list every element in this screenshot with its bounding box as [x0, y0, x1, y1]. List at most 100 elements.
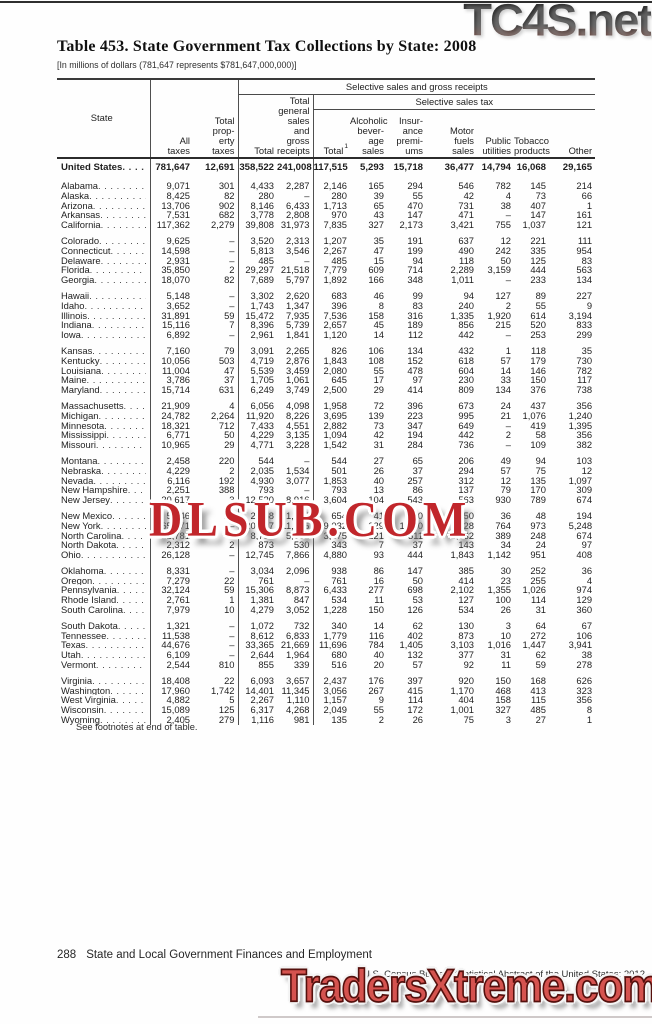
value-cell: 1	[505, 344, 511, 356]
value-cell: 2,500	[312, 385, 350, 395]
state-name: Alaska	[61, 190, 90, 201]
state-name: Michigan	[61, 410, 99, 421]
value-cell: 645	[312, 375, 350, 386]
value-cell: 1,335	[450, 310, 474, 321]
value-cell: 106	[368, 344, 384, 356]
value-cell: 65	[373, 200, 384, 211]
value-cell: 5,797	[286, 275, 310, 285]
value-cell: 18,321	[149, 420, 193, 431]
value-cell: 1,116	[237, 715, 277, 725]
dot-leader	[94, 275, 145, 285]
value-cell: 214	[576, 180, 593, 191]
value-cell: 2,931	[149, 255, 193, 266]
dot-leader	[111, 246, 146, 256]
value-cell: 284	[407, 440, 423, 450]
value-cell: 40	[373, 475, 384, 486]
value-cell: 7,866	[286, 550, 310, 560]
value-cell: 1,321	[149, 614, 193, 631]
value-cell: 26,128	[149, 550, 193, 560]
dot-leader	[104, 705, 146, 715]
state-name-cell: Missouri	[57, 440, 150, 450]
value-cell: 2	[505, 430, 511, 441]
state-name-cell: Delaware	[57, 256, 150, 266]
value-cell: 294	[407, 180, 423, 191]
value-cell: 11,538	[149, 630, 193, 641]
value-cell: 50	[500, 255, 511, 266]
state-name-cell: South Dakota	[57, 615, 150, 631]
dot-leader	[124, 401, 146, 411]
value-cell: 402	[407, 630, 423, 641]
value-cell: 189	[407, 320, 423, 331]
value-cell: 73	[373, 420, 384, 431]
value-cell: 485	[530, 705, 546, 716]
dot-leader	[101, 366, 145, 376]
value-cell: 736	[458, 440, 474, 450]
value-cell: 3,103	[450, 640, 474, 651]
value-cell: 546	[458, 180, 474, 191]
value-cell: 27	[535, 715, 546, 725]
value-cell: 534	[312, 595, 350, 606]
value-cell: 1,381	[237, 595, 277, 606]
value-cell: 388	[218, 485, 235, 496]
value-cell: 147	[407, 210, 423, 221]
value-cell: 396	[407, 399, 423, 411]
value-cell: –	[304, 485, 310, 496]
value-cell: 432	[458, 344, 474, 356]
value-cell: 1,779	[312, 630, 350, 641]
value-cell: 327	[495, 705, 511, 716]
value-cell: 5,248	[568, 520, 593, 531]
state-name-cell: Mississippi	[57, 430, 150, 440]
value-cell: 31	[373, 440, 384, 450]
dot-leader	[101, 220, 146, 230]
value-cell: 782	[576, 365, 593, 376]
value-cell: 1,742	[211, 685, 235, 696]
value-cell: 117,362	[149, 220, 193, 230]
dot-leader	[100, 385, 146, 395]
value-cell: 674	[576, 495, 593, 505]
value-cell: 6,433	[286, 200, 310, 211]
state-name-cell: Florida	[57, 265, 150, 275]
value-cell: 1,892	[312, 275, 350, 285]
value-cell: 761	[237, 575, 277, 586]
dot-leader	[101, 521, 146, 531]
value-cell: 18,070	[149, 275, 193, 285]
value-cell: 127	[458, 595, 474, 606]
col-header-general-sales: Total general sales and gross receipts	[277, 94, 313, 159]
value-cell: 2,544	[149, 660, 193, 670]
value-cell: 1,542	[312, 440, 350, 450]
state-name: Connecticut	[61, 245, 111, 256]
value-cell: 130	[458, 619, 474, 631]
value-cell: 83	[581, 255, 593, 266]
value-cell: 15,306	[237, 585, 277, 596]
value-cell: 94	[412, 255, 423, 266]
dot-leader	[92, 320, 146, 330]
state-name-cell: West Virginia	[57, 695, 150, 705]
state-name: California	[61, 220, 101, 230]
value-cell: 49	[500, 454, 511, 466]
value-cell: 764	[495, 520, 511, 531]
state-name-cell: Kansas	[57, 340, 150, 356]
value-cell: 35	[373, 234, 384, 246]
value-cell: 4,229	[237, 430, 277, 441]
value-cell: 530	[293, 540, 310, 551]
value-cell: 793	[237, 485, 277, 496]
state-name: Maine	[61, 375, 87, 386]
value-cell: 6,093	[237, 669, 277, 686]
value-cell: 755	[495, 220, 511, 230]
value-cell: 47	[224, 365, 235, 376]
value-cell: 8	[378, 300, 384, 311]
value-cell: 1,843	[312, 355, 350, 366]
state-name: Ohio	[61, 550, 81, 560]
value-cell: 654	[312, 504, 350, 521]
state-name-cell: Nevada	[57, 476, 150, 486]
value-cell: 2,644	[237, 650, 277, 661]
value-cell: 2	[229, 540, 235, 551]
value-cell: 250	[458, 509, 474, 521]
